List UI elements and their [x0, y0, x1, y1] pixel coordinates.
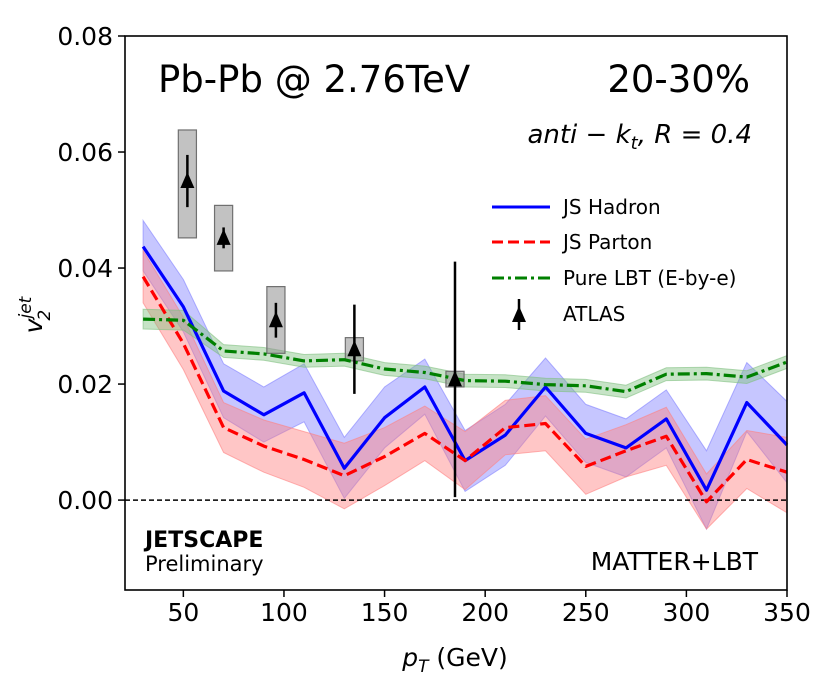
y-axis-ticks: 0.00 0.02 0.04 0.06 0.08 [57, 22, 125, 515]
legend-label-js-parton: JS Parton [561, 230, 652, 254]
y-tick-label-4: 0.08 [57, 22, 113, 51]
x-tick-label-50: 50 [167, 598, 199, 627]
y-tick-label-2: 0.04 [57, 254, 113, 283]
legend-label-js-hadron: JS Hadron [561, 195, 661, 219]
jet-algorithm-radius: , R = 0.4 [638, 120, 752, 150]
y-axis-label-sub: 2 [35, 310, 55, 321]
x-axis-label-sub: T [418, 657, 430, 677]
atlas-marker-3 [347, 340, 362, 357]
x-tick-label-250: 250 [562, 598, 610, 627]
y-tick-label-3: 0.06 [57, 138, 113, 167]
jet-algorithm-sub: t [631, 133, 639, 154]
atlas-marker-4 [447, 370, 462, 387]
legend-label-atlas: ATLAS [563, 302, 625, 326]
chart-title: Pb-Pb @ 2.76TeV [158, 58, 470, 101]
y-axis-label-v: v [19, 317, 48, 333]
x-tick-label-300: 300 [663, 598, 711, 627]
y-tick-label-0: 0.00 [57, 486, 113, 515]
line-pure-lbt-e-by-e [143, 317, 788, 394]
x-tick-label-150: 150 [361, 598, 409, 627]
legend-label-pure-lbt: Pure LBT (E-by-e) [563, 266, 736, 290]
collaboration-label: JETSCAPE [143, 528, 263, 553]
x-axis-ticks: 50 100 150 200 250 300 350 [167, 590, 811, 627]
x-tick-label-100: 100 [260, 598, 308, 627]
y-tick-label-1: 0.02 [57, 370, 113, 399]
y-axis-label: vjet2 [16, 295, 55, 333]
legend-swatch-atlas-marker [512, 306, 526, 322]
line-js-parton [141, 275, 788, 504]
atlas-marker-1 [216, 228, 231, 245]
y-axis-label-sup: jet [16, 295, 36, 320]
x-tick-label-350: 350 [763, 598, 811, 627]
legend: JS Hadron JS Parton Pure LBT (E-by-e) AT… [492, 195, 736, 330]
x-axis-label-p: p [401, 643, 418, 672]
atlas-data-points [180, 154, 462, 498]
jet-algorithm-k: k [616, 120, 632, 150]
atlas-marker-0 [180, 172, 195, 189]
atlas-marker-2 [268, 311, 283, 328]
jet-algorithm-minus: − [577, 120, 615, 150]
x-axis-label-unit: (GeV) [428, 643, 507, 672]
plot-frame [124, 35, 788, 591]
x-axis-label: pT (GeV) [401, 643, 508, 677]
jet-algorithm-anti: anti [527, 120, 578, 150]
preliminary-label: Preliminary [145, 552, 264, 576]
model-label: MATTER+LBT [591, 547, 759, 576]
series-lines [141, 245, 789, 504]
x-tick-label-200: 200 [461, 598, 509, 627]
jet-algorithm-label: anti − kt, R = 0.4 [527, 120, 752, 154]
centrality-label: 20-30% [607, 58, 750, 101]
